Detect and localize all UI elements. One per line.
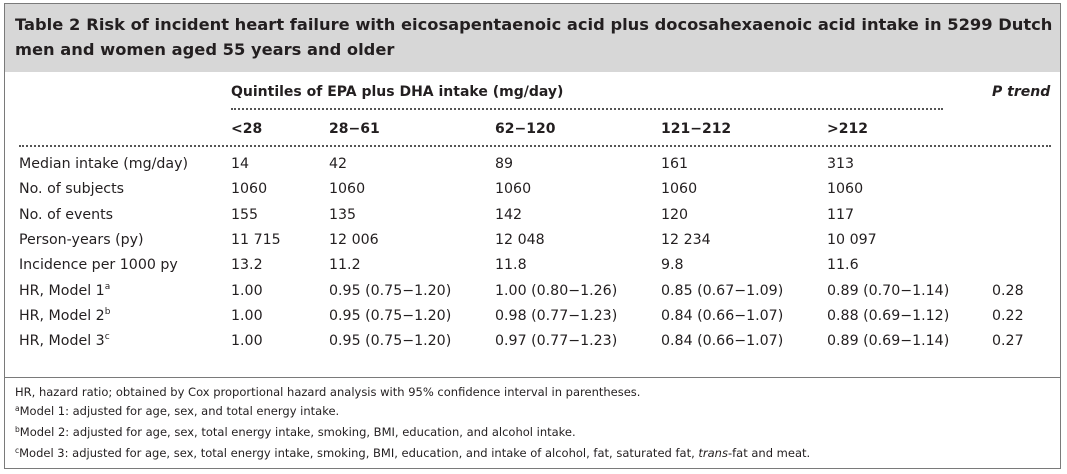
table-cell: 1060 xyxy=(661,181,698,198)
table-cell: 161 xyxy=(661,156,689,172)
table-row: Incidence per 1000 py 13.2 11.2 11.8 9.8 11.6 xyxy=(5,257,1060,282)
table-cell: 14 xyxy=(231,156,250,172)
footnote-a-mark: a xyxy=(15,404,20,413)
row-label-text: HR, Model 1 xyxy=(19,282,105,299)
table-cell: 1.00 xyxy=(231,307,263,324)
footnote-c: cModel 3: adjusted for age, sex, total e… xyxy=(15,446,810,460)
table-cell: 11.8 xyxy=(495,257,527,274)
header-divider xyxy=(19,145,1051,147)
ptrend-header: P trend xyxy=(992,84,1051,100)
footnote-b-text: Model 2: adjusted for age, sex, total en… xyxy=(19,425,576,439)
quintile-header: 62−120 xyxy=(495,121,556,137)
table-cell: 9.8 xyxy=(661,257,684,274)
table-cell: 1060 xyxy=(495,181,532,198)
table-cell: 0.95 (0.75−1.20) xyxy=(329,282,452,299)
row-label: Person-years (py) xyxy=(19,232,144,248)
quintile-header: 121−212 xyxy=(661,121,732,137)
title-band: Table 2 Risk of incident heart failure wi… xyxy=(5,4,1060,72)
table-caption: Table 2 Risk of incident heart failure wi… xyxy=(15,12,1055,62)
footnote-a: aModel 1: adjusted for age, sex, and tot… xyxy=(15,404,339,418)
quintile-header: <28 xyxy=(231,121,263,137)
table-row: HR, Model 1a 1.00 0.95 (0.75−1.20) 1.00 (0.… xyxy=(5,281,1060,308)
ptrend-cell: 0.28 xyxy=(992,282,1024,299)
row-label-text: Incidence per 1000 py xyxy=(19,257,178,274)
table-cell: 89 xyxy=(495,156,514,172)
table-cell: 0.98 (0.77−1.23) xyxy=(495,307,618,324)
table-cell: 135 xyxy=(329,206,357,223)
table-cell: 0.95 (0.75−1.20) xyxy=(329,333,452,350)
table-cell: 120 xyxy=(661,206,689,223)
table-cell: 12 234 xyxy=(661,231,711,248)
table-row: Median intake (mg/day) 14 42 89 161 313 xyxy=(5,156,1060,181)
footnote-hr: HR, hazard ratio; obtained by Cox propor… xyxy=(15,385,641,399)
table-row: No. of subjects 1060 1060 1060 1060 1060 xyxy=(5,181,1060,206)
row-label-text: No. of subjects xyxy=(19,181,125,198)
quintile-header: >212 xyxy=(827,121,868,137)
row-label: HR, Model 1a xyxy=(19,281,111,299)
table-cell: 11.2 xyxy=(329,257,361,274)
table-title: Risk of incident heart failure with eico… xyxy=(15,15,1053,59)
row-label-text: Person-years (py) xyxy=(19,231,144,248)
footnote-c-mark: c xyxy=(15,446,20,455)
table-frame: Table 2 Risk of incident heart failure wi… xyxy=(4,3,1061,469)
row-label: No. of events xyxy=(19,207,113,223)
table-cell: 42 xyxy=(329,156,348,172)
group-divider xyxy=(231,108,943,110)
table-cell: 1060 xyxy=(329,181,366,198)
table-row: No. of events 155 135 142 120 117 xyxy=(5,207,1060,232)
table-cell: 1060 xyxy=(231,181,268,198)
quintile-header: 28−61 xyxy=(329,121,380,137)
group-header: Quintiles of EPA plus DHA intake (mg/day… xyxy=(231,84,564,100)
table-cell: 1.00 (0.80−1.26) xyxy=(495,282,618,299)
table-cell: 1060 xyxy=(827,181,864,198)
row-label-text: No. of events xyxy=(19,206,114,223)
row-label-text: HR, Model 2 xyxy=(19,307,105,324)
footnote-marker: a xyxy=(104,281,111,292)
row-label: Median intake (mg/day) xyxy=(19,156,188,172)
table-cell: 1.00 xyxy=(231,282,263,299)
table-cell: 0.89 (0.70−1.14) xyxy=(827,282,950,299)
table-cell: 0.89 (0.69−1.14) xyxy=(827,333,950,350)
footnote-marker: c xyxy=(104,332,110,343)
table-cell: 0.97 (0.77−1.23) xyxy=(495,333,618,350)
table-row: HR, Model 2b 1.00 0.95 (0.75−1.20) 0.98 (0.… xyxy=(5,306,1060,333)
table-cell: 0.84 (0.66−1.07) xyxy=(661,307,784,324)
table-row: Person-years (py) 11 715 12 006 12 048 12 23… xyxy=(5,232,1060,257)
table-cell: 0.85 (0.67−1.09) xyxy=(661,282,784,299)
table-cell: 0.88 (0.69−1.12) xyxy=(827,307,950,324)
table-cell: 0.95 (0.75−1.20) xyxy=(329,307,452,324)
row-label-text: Median intake (mg/day) xyxy=(19,156,189,172)
table-cell: 11.6 xyxy=(827,257,859,274)
table-row: HR, Model 3c 1.00 0.95 (0.75−1.20) 0.97 (0.… xyxy=(5,333,1060,358)
row-label: HR, Model 2b xyxy=(19,306,111,324)
footnote-c-text-end: -fat and meat. xyxy=(727,446,811,460)
footnote-b: bModel 2: adjusted for age, sex, total e… xyxy=(15,425,576,439)
table-cell: 1.00 xyxy=(231,333,263,350)
row-label-text: HR, Model 3 xyxy=(19,333,105,350)
table-cell: 13.2 xyxy=(231,257,263,274)
footnote-marker: b xyxy=(104,306,111,317)
row-label: Incidence per 1000 py xyxy=(19,257,178,273)
table-cell: 142 xyxy=(495,206,523,223)
footnote-rule xyxy=(5,377,1060,378)
table-number: Table 2 xyxy=(15,15,81,34)
footnote-b-mark: b xyxy=(15,425,20,434)
row-label: HR, Model 3c xyxy=(19,332,110,350)
table-cell: 117 xyxy=(827,206,855,223)
footnote-c-text: Model 3: adjusted for age, sex, total en… xyxy=(19,446,699,460)
table-cell: 12 048 xyxy=(495,231,545,248)
row-label: No. of subjects xyxy=(19,181,124,197)
ptrend-cell: 0.27 xyxy=(992,333,1024,350)
footnote-c-italic: trans xyxy=(698,446,728,460)
table-cell: 10 097 xyxy=(827,231,877,248)
footnote-a-text: Model 1: adjusted for age, sex, and tota… xyxy=(19,404,340,418)
ptrend-cell: 0.22 xyxy=(992,307,1024,324)
table-cell: 155 xyxy=(231,206,259,223)
table-cell: 11 715 xyxy=(231,231,281,248)
table-cell: 12 006 xyxy=(329,231,379,248)
table-cell: 313 xyxy=(827,156,855,172)
table-cell: 0.84 (0.66−1.07) xyxy=(661,333,784,350)
